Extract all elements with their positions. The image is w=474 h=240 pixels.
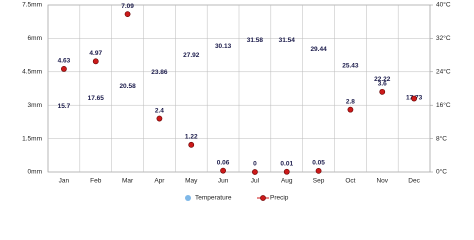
x-tick-label: Jan <box>59 178 70 185</box>
precip-marker <box>283 168 290 175</box>
precip-label: 2.8 <box>346 98 355 105</box>
x-tick-label: Oct <box>345 178 355 185</box>
legend-marker <box>185 195 191 201</box>
precip-marker <box>411 95 417 102</box>
x-tick-label: Aug <box>281 178 293 185</box>
precip-label: 2.4 <box>155 107 164 114</box>
x-tick-label: Jul <box>251 178 260 185</box>
precip-label: 4.63 <box>58 58 71 65</box>
y2-tick-label: 32°C <box>436 34 451 42</box>
temperature-label: 31.58 <box>247 37 264 44</box>
x-tick-label: Apr <box>154 178 165 185</box>
temperature-label: 15.7 <box>58 103 71 110</box>
temperature-label: 27.92 <box>183 52 200 59</box>
precip-marker <box>156 115 163 122</box>
temperature-label: 20.58 <box>119 83 136 90</box>
x-tick-label: Dec <box>408 178 420 185</box>
y-tick-label: 1.5mm <box>22 135 42 142</box>
legend-label: Precip <box>270 195 289 202</box>
precip-label: 4.97 <box>89 50 102 57</box>
y2-tick-label: 16°C <box>436 101 451 109</box>
y2-tick-label: 8°C <box>436 134 447 142</box>
temperature-label: 17.65 <box>88 95 105 102</box>
precip-marker <box>188 141 195 148</box>
x-tick-label: Mar <box>122 178 134 185</box>
legend-label: Temperature <box>195 195 232 202</box>
x-tick-label: May <box>185 178 198 185</box>
y2-tick-label: 0°C <box>436 168 447 176</box>
y2-tick-label: 40°C <box>436 1 451 9</box>
precip-marker <box>61 66 67 72</box>
temperature-label: 30.13 <box>215 43 232 50</box>
temperature-label: 29.44 <box>310 46 327 53</box>
chart: 0mm 1.5mm 3mm 4.5mm 6mm 7.5mm 0°C 8°C 16°C 24°C 32… <box>22 1 451 202</box>
precip-label: 7.09 <box>121 3 134 10</box>
precip-label: 0.06 <box>217 159 230 166</box>
y-tick-label: 4.5mm <box>22 69 42 76</box>
precip-marker <box>124 11 131 18</box>
precip-marker <box>252 169 258 175</box>
precip-label: 1.22 <box>185 134 198 141</box>
precip-marker <box>220 167 226 174</box>
precip-label: 0.05 <box>312 160 325 167</box>
precip-label: 0 <box>253 161 257 168</box>
precip-marker <box>347 106 354 113</box>
x-tick-label: Nov <box>376 178 388 185</box>
precip-label: 3.6 <box>378 81 387 88</box>
precip-label: 0.01 <box>280 160 293 167</box>
precip-marker <box>379 88 386 95</box>
temperature-label: 31.54 <box>279 37 296 44</box>
x-tick-label: Feb <box>90 178 102 185</box>
x-tick-label: Sep <box>313 178 325 185</box>
y2-tick-label: 24°C <box>436 68 451 76</box>
y-tick-label: 6mm <box>28 35 42 42</box>
y-tick-label: 0mm <box>28 169 42 176</box>
y-tick-label: 3mm <box>28 102 42 109</box>
y-tick-label: 7.5mm <box>22 2 42 9</box>
x-tick-label: Jun <box>218 178 229 185</box>
legend-marker <box>260 195 266 201</box>
precip-marker <box>92 58 99 65</box>
temperature-label: 22.22 <box>374 76 391 83</box>
temperature-label: 23.86 <box>151 69 168 76</box>
precip-marker <box>315 167 322 174</box>
temperature-label: 25.43 <box>342 63 359 70</box>
